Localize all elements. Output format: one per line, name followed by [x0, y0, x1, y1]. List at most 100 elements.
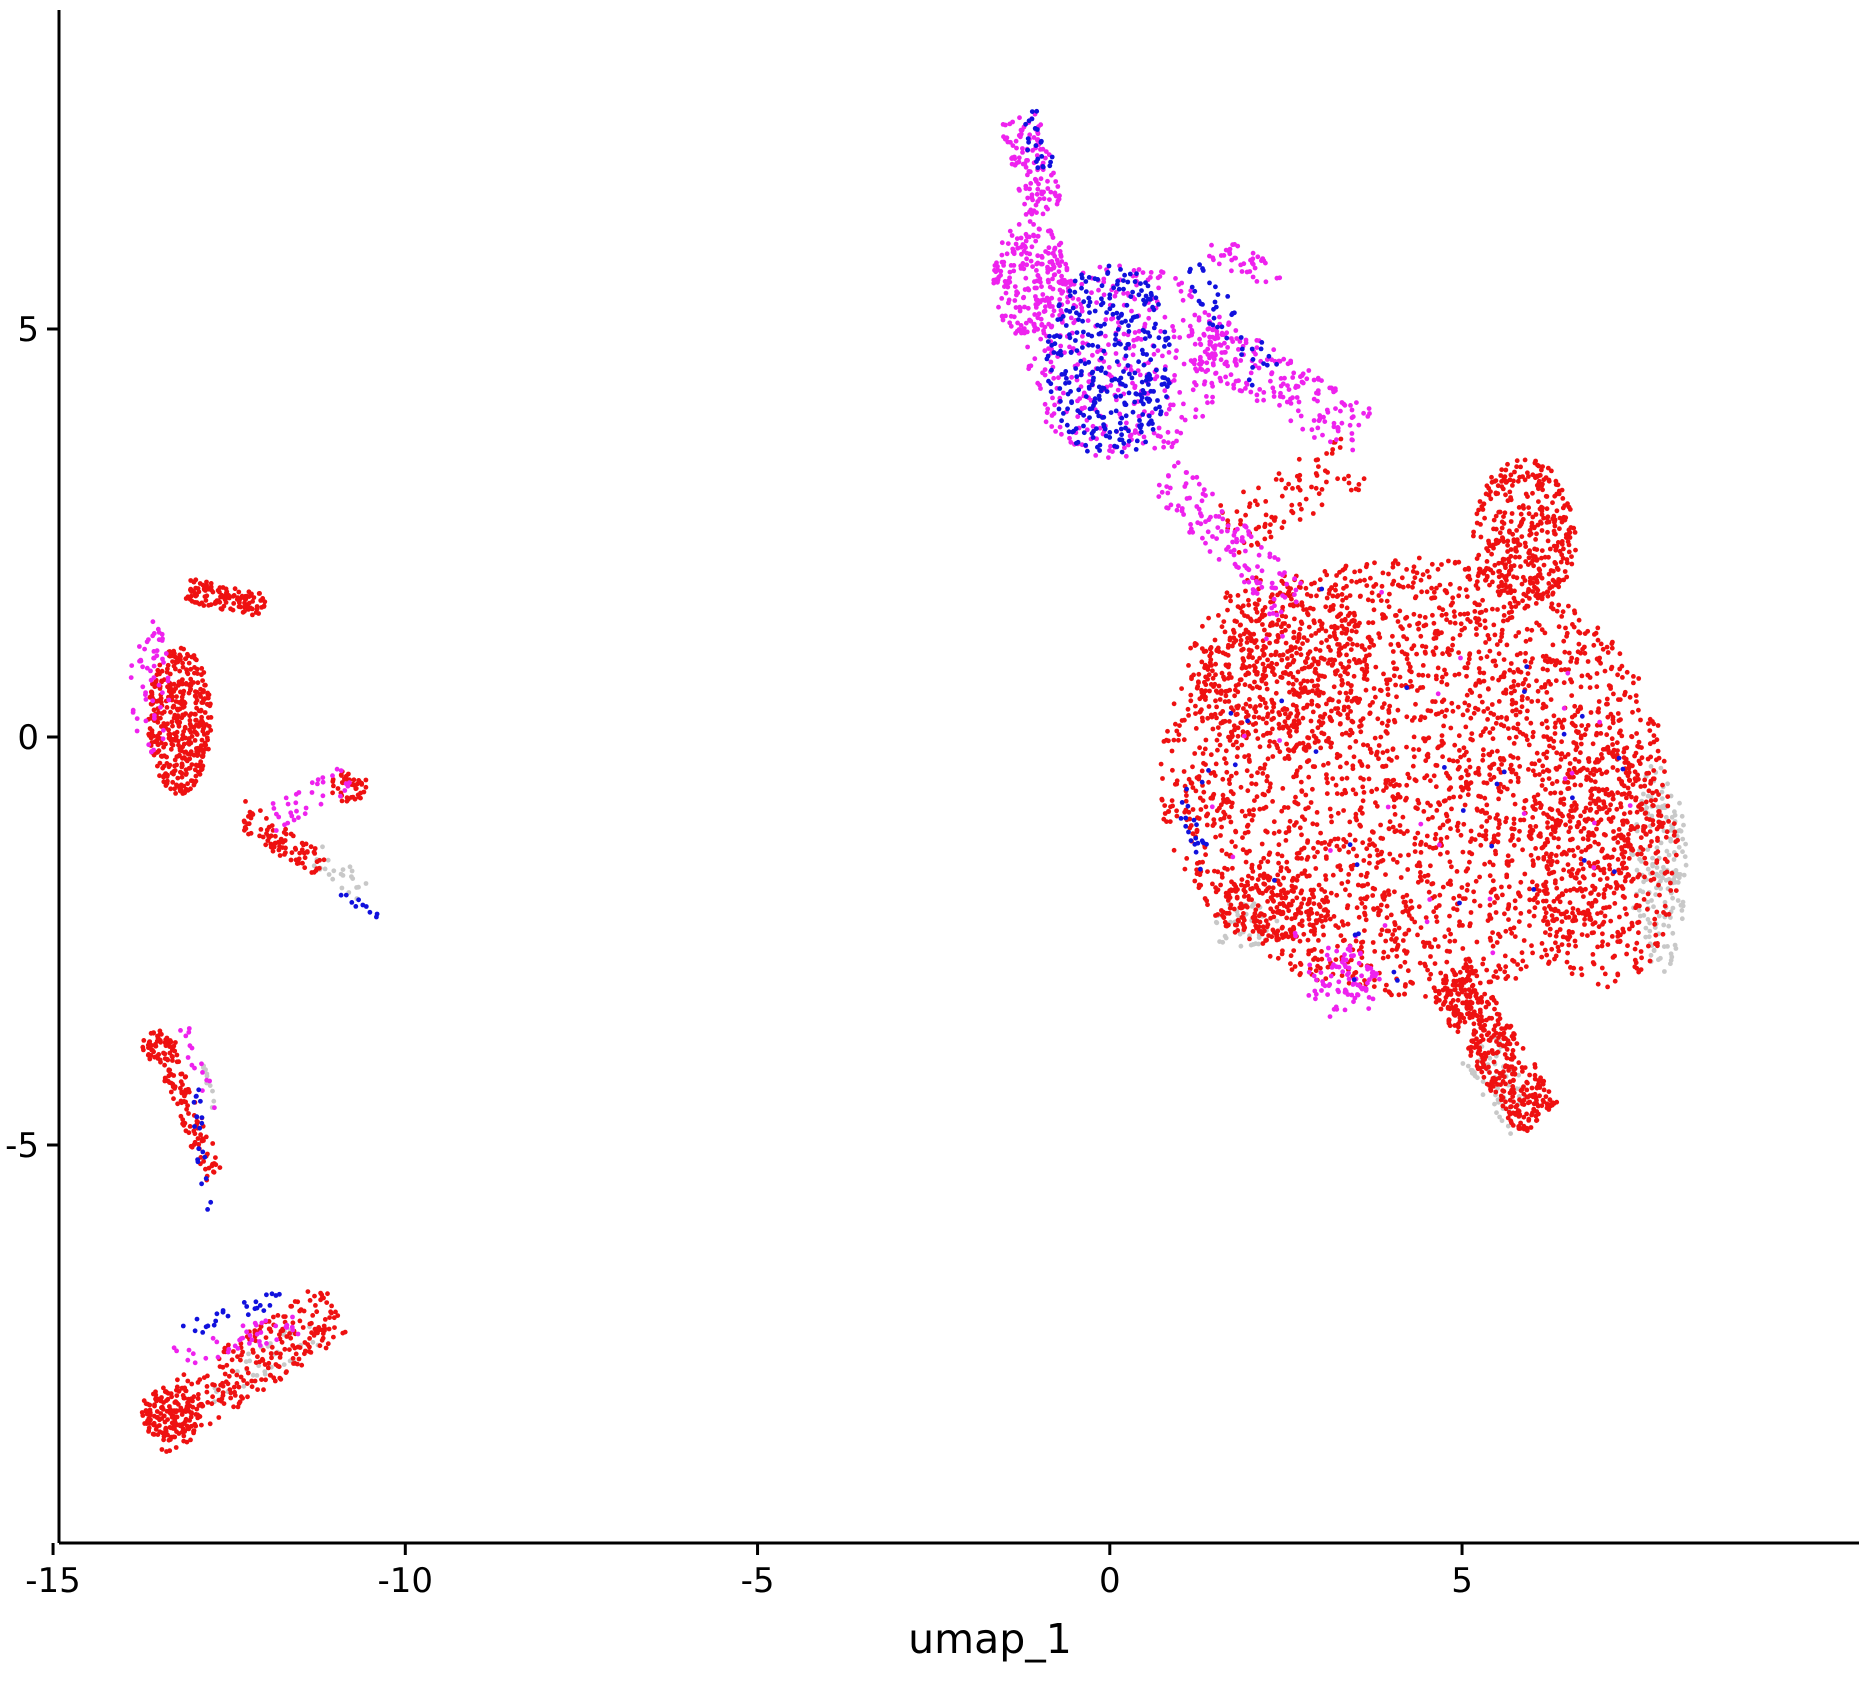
data-point-red: [1290, 486, 1295, 491]
data-point-red: [1537, 571, 1543, 577]
data-point-red: [1195, 684, 1201, 689]
data-point-red: [1371, 984, 1377, 989]
data-point-red: [1650, 719, 1655, 724]
data-point-red: [1286, 590, 1291, 596]
data-point-red: [1429, 595, 1434, 601]
data-point-red: [1280, 724, 1286, 730]
data-point-red: [1516, 1124, 1522, 1129]
data-point-red: [1544, 494, 1550, 499]
data-point-red: [1559, 739, 1564, 745]
data-point-red: [1159, 796, 1165, 802]
data-point-red: [1595, 944, 1600, 950]
data-point-red: [1344, 905, 1350, 911]
data-point-red: [1501, 613, 1507, 618]
data-point-red: [1439, 742, 1444, 748]
data-point-red: [1244, 768, 1250, 774]
data-point-red: [1600, 939, 1605, 945]
data-point-red: [1364, 669, 1370, 675]
data-point-red: [1235, 733, 1241, 739]
data-point-red: [1294, 677, 1299, 683]
data-point-red: [1316, 938, 1321, 943]
data-point-red: [1469, 851, 1475, 857]
data-point-red: [1346, 621, 1352, 627]
data-point-red: [1663, 834, 1669, 840]
data-point-red: [1486, 541, 1492, 546]
data-point-red: [1611, 890, 1617, 896]
data-point-red: [1348, 487, 1354, 493]
data-point-red: [1291, 948, 1297, 953]
data-point-red: [1582, 650, 1588, 656]
data-point-red: [1330, 872, 1336, 878]
data-point-red: [1284, 741, 1289, 747]
data-point-red: [1345, 641, 1350, 647]
data-point-red: [1416, 860, 1422, 866]
data-point-red: [1235, 928, 1241, 933]
data-point-red: [1392, 920, 1397, 925]
data-point-red: [1412, 595, 1418, 601]
data-point-red: [1318, 745, 1324, 751]
data-point-red: [1480, 1024, 1486, 1030]
data-point-red: [1305, 840, 1310, 845]
data-point-red: [1564, 959, 1570, 965]
data-point-red: [1249, 773, 1254, 779]
data-point-red: [1280, 901, 1286, 906]
data-point-grey: [1492, 1101, 1497, 1107]
data-point-red: [1447, 1023, 1453, 1029]
data-point-red: [1299, 901, 1305, 907]
data-point-red: [1303, 585, 1309, 591]
data-point-red: [1262, 666, 1268, 671]
data-point-red: [1257, 655, 1262, 661]
data-point-red: [1545, 593, 1551, 599]
data-point-red: [1174, 778, 1180, 784]
data-point-red: [1405, 867, 1411, 872]
data-point-red: [1385, 954, 1391, 960]
data-point-red: [1498, 473, 1504, 478]
data-point-red: [1343, 690, 1349, 696]
data-point-red: [1432, 961, 1438, 966]
data-point-red: [1530, 768, 1536, 774]
data-point-red: [1493, 910, 1499, 915]
data-point-red: [1311, 845, 1316, 851]
data-point-red: [1249, 817, 1255, 823]
data-point-red: [1339, 592, 1345, 597]
data-point-grey: [262, 1369, 268, 1374]
data-point-red: [1599, 752, 1604, 757]
data-point-red: [1504, 815, 1509, 821]
data-point-red: [1642, 777, 1648, 783]
data-point-red: [1367, 644, 1372, 650]
data-point-red: [1544, 749, 1550, 755]
data-point-red: [1376, 743, 1382, 748]
data-point-red: [1466, 757, 1472, 763]
data-point-red: [1262, 881, 1268, 887]
data-point-red: [1185, 706, 1191, 712]
data-point-red: [1495, 895, 1500, 901]
data-point-red: [1456, 671, 1462, 677]
data-point-grey: [1649, 813, 1655, 819]
data-point-red: [1367, 837, 1373, 843]
data-point-red: [1186, 713, 1191, 718]
data-point-red: [1520, 1046, 1526, 1051]
data-point-red: [1251, 919, 1257, 924]
data-point-red: [1569, 693, 1575, 698]
data-point-red: [1520, 958, 1526, 964]
data-point-red: [1496, 574, 1502, 580]
data-point-red: [180, 664, 186, 670]
data-point-red: [1572, 610, 1578, 616]
data-point-red: [1604, 810, 1610, 815]
data-point-red: [1252, 798, 1257, 803]
data-point-red: [1532, 584, 1537, 590]
data-point-red: [1497, 934, 1503, 940]
data-point-red: [1542, 658, 1548, 663]
data-point-red: [1379, 927, 1385, 933]
data-point-red: [1411, 611, 1417, 617]
data-point-red: [1594, 809, 1600, 815]
data-point-red: [1432, 699, 1438, 705]
data-point-red: [1496, 818, 1502, 824]
data-point-red: [1404, 656, 1410, 662]
data-point-red: [1298, 779, 1304, 785]
data-point-red: [1542, 883, 1548, 889]
data-point-red: [1551, 898, 1557, 904]
data-point-red: [1188, 698, 1194, 704]
data-point-red: [1225, 652, 1231, 658]
data-point-red: [1520, 503, 1526, 509]
